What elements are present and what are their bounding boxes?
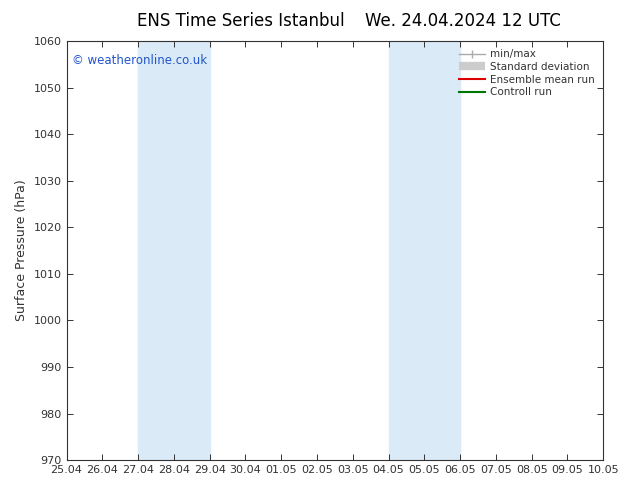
Y-axis label: Surface Pressure (hPa): Surface Pressure (hPa)	[15, 180, 28, 321]
Legend: min/max, Standard deviation, Ensemble mean run, Controll run: min/max, Standard deviation, Ensemble me…	[456, 46, 598, 100]
Bar	[138, 41, 210, 460]
Text: ENS Time Series Istanbul: ENS Time Series Istanbul	[137, 12, 345, 30]
Bar	[389, 41, 460, 460]
Text: © weatheronline.co.uk: © weatheronline.co.uk	[72, 53, 207, 67]
Text: We. 24.04.2024 12 UTC: We. 24.04.2024 12 UTC	[365, 12, 560, 30]
